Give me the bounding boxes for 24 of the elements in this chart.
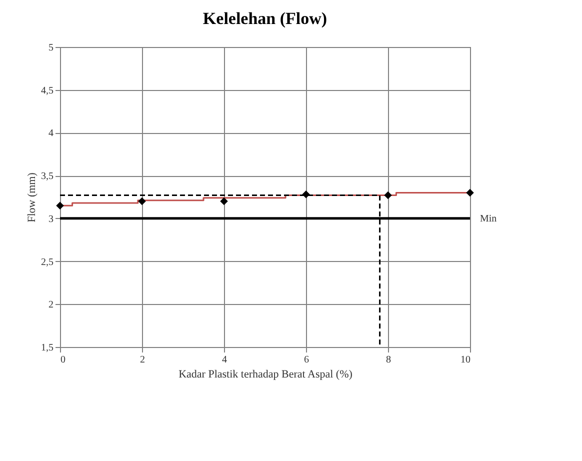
point — [466, 188, 474, 197]
y-tick-label: 3 — [48, 214, 54, 225]
x-tick-label: 0 — [60, 354, 66, 366]
y-axis-title: Flow (mm) — [26, 172, 38, 222]
y-tick-label: 2,5 — [41, 256, 54, 268]
point — [384, 191, 392, 200]
x-tick-label: 10 — [460, 354, 470, 366]
x-tick-label: 8 — [386, 354, 391, 366]
y-tick-label: 5 — [48, 42, 54, 54]
point — [138, 197, 146, 206]
x-tick-label: 6 — [304, 354, 309, 366]
x-tick-label: 2 — [140, 354, 145, 366]
y-tick-label: 2 — [48, 300, 54, 311]
x-tick-label: 4 — [222, 354, 227, 366]
point — [220, 197, 228, 206]
y-tick-label: 3,5 — [41, 171, 54, 182]
y-tick-label: 1,5 — [41, 342, 54, 354]
point — [56, 202, 64, 210]
point — [302, 190, 310, 198]
x-axis-title: Kadar Plastik terhadap Berat Aspal (%) — [178, 368, 353, 380]
y-tick-label: 4,5 — [41, 85, 54, 96]
chart-title: Kelelehan (Flow) — [202, 9, 328, 28]
ref-line-label: Min — [480, 213, 497, 224]
y-tick-label: 4 — [48, 128, 54, 140]
